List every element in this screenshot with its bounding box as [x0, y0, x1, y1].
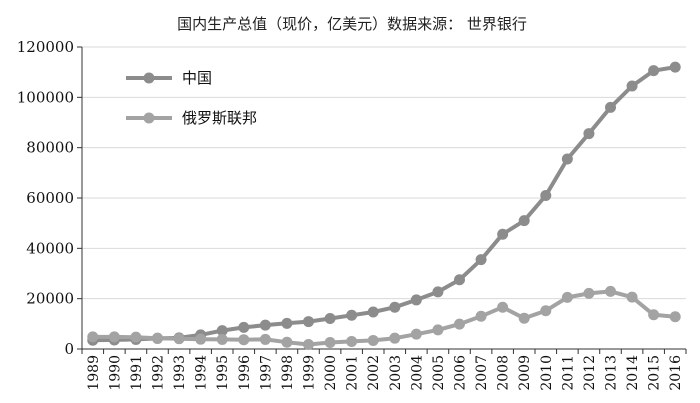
axes: [77, 46, 687, 354]
series-1-point-1990: [108, 331, 120, 343]
x-tick-label-2004: 2004: [409, 355, 425, 391]
x-tick-label-2007: 2007: [474, 355, 490, 391]
series-0-point-2013: [605, 101, 616, 113]
series-1-point-2005: [432, 324, 444, 336]
y-tick-label-0: 0: [64, 340, 74, 358]
x-tick-label-2003: 2003: [388, 355, 404, 391]
series-0-point-1998: [281, 317, 293, 329]
y-tick-label-2: 40000: [26, 239, 74, 257]
series-1-point-1992: [152, 332, 163, 344]
series-1-point-2012: [583, 287, 595, 299]
x-tick-label-2015: 2015: [647, 355, 663, 391]
x-tick-label-1996: 1996: [237, 355, 253, 391]
x-tick-label-2014: 2014: [625, 355, 641, 391]
series-0-point-1996: [238, 321, 250, 333]
x-tick-labels: 1989 1990 1991 1992 1993 1994 1995 1996 1997 1998…: [86, 355, 684, 391]
x-tick-label-2005: 2005: [431, 355, 447, 391]
x-tick-label-2010: 2010: [539, 355, 555, 391]
series-1-point-2009: [518, 312, 530, 324]
legend-swatch-marker-0: [143, 72, 155, 84]
series-0-point-2011: [561, 153, 573, 165]
x-tick-label-1990: 1990: [107, 355, 123, 391]
x-tick-label-1999: 1999: [302, 355, 318, 391]
grid-lines: [82, 46, 686, 300]
series-1-point-1996: [238, 334, 250, 346]
series-0-point-2016: [669, 61, 681, 73]
x-tick-label-2002: 2002: [366, 355, 382, 391]
series-1-point-2011: [561, 291, 573, 303]
series-1-point-1995: [216, 333, 228, 345]
series-0-point-2004: [410, 294, 422, 306]
y-tick-label-5: 100000: [17, 88, 74, 106]
series-1-point-2010: [540, 305, 552, 317]
series-1-point-1998: [281, 336, 293, 348]
y-tick-labels: 0 20000 40000 60000 80000 100000 120000: [17, 38, 74, 358]
series-1-point-2002: [367, 334, 379, 346]
series-1-point-2015: [648, 309, 660, 321]
series-1-point-2004: [410, 328, 422, 340]
y-tick-label-4: 80000: [26, 139, 74, 157]
x-tick-label-2006: 2006: [453, 355, 469, 391]
y-tick-label-1: 20000: [26, 290, 74, 308]
legend-label-0: 中国: [182, 69, 212, 87]
x-tick-label-1992: 1992: [151, 355, 167, 391]
series-1-point-2013: [605, 285, 616, 297]
series-group: [87, 61, 681, 350]
series-1-point-2000: [324, 336, 336, 348]
series-0-point-2008: [497, 228, 509, 240]
x-tick-label-1994: 1994: [194, 355, 210, 391]
series-1-point-1993: [173, 333, 185, 345]
series-0-point-2001: [346, 309, 358, 321]
x-tick-label-2008: 2008: [496, 355, 512, 391]
x-tick-label-2009: 2009: [517, 355, 533, 391]
legend-swatch-marker-1: [143, 112, 155, 124]
series-1-point-2003: [389, 332, 401, 344]
series-1-point-2001: [346, 335, 358, 347]
series-1-point-1997: [259, 333, 271, 345]
series-1-point-2016: [669, 311, 681, 323]
series-1-point-2006: [454, 318, 465, 330]
series-1-point-2008: [497, 301, 509, 313]
y-tick-label-6: 120000: [17, 38, 74, 56]
x-tick-label-1997: 1997: [258, 355, 274, 391]
x-tick-label-2001: 2001: [345, 355, 361, 391]
series-0-point-2015: [648, 65, 660, 77]
series-line-1: [92, 289, 676, 347]
series-0-point-2005: [432, 286, 444, 298]
series-0-point-2006: [454, 274, 465, 286]
legend-label-1: 俄罗斯联邦: [182, 109, 257, 127]
series-0-point-2010: [540, 189, 552, 201]
x-tick-label-1995: 1995: [215, 355, 231, 391]
x-tick-label-2013: 2013: [604, 355, 620, 391]
x-tick-label-2000: 2000: [323, 355, 339, 391]
series-0-point-2014: [626, 80, 638, 92]
series-0-point-2003: [389, 301, 401, 313]
x-tick-label-1991: 1991: [129, 355, 145, 391]
series-1-point-2014: [626, 291, 638, 303]
x-tick-label-2012: 2012: [582, 355, 598, 391]
x-tick-label-2011: 2011: [560, 355, 576, 391]
series-0-point-2012: [583, 128, 595, 140]
series-line-0: [92, 65, 676, 343]
series-0-point-2002: [367, 306, 379, 318]
series-1-point-1994: [195, 333, 207, 345]
x-tick-label-1993: 1993: [172, 355, 188, 391]
x-tick-label-2016: 2016: [668, 355, 684, 391]
series-0-point-1999: [303, 316, 314, 328]
series-0-point-1997: [259, 319, 271, 331]
series-1-point-1989: [87, 331, 99, 343]
series-0-point-2007: [475, 254, 487, 266]
series-0-point-2000: [324, 313, 336, 325]
series-1-point-1999: [303, 338, 314, 350]
series-1-point-1991: [130, 331, 142, 343]
y-tick-label-3: 60000: [26, 189, 74, 207]
series-0-point-2009: [518, 215, 530, 227]
chart-title: 国内生产总值（现价，亿美元）数据来源： 世界银行: [177, 15, 527, 33]
x-tick-label-1989: 1989: [86, 355, 102, 391]
series-0-point-1995: [216, 325, 228, 337]
x-tick-label-1998: 1998: [280, 355, 296, 391]
series-1-point-2007: [475, 310, 487, 322]
